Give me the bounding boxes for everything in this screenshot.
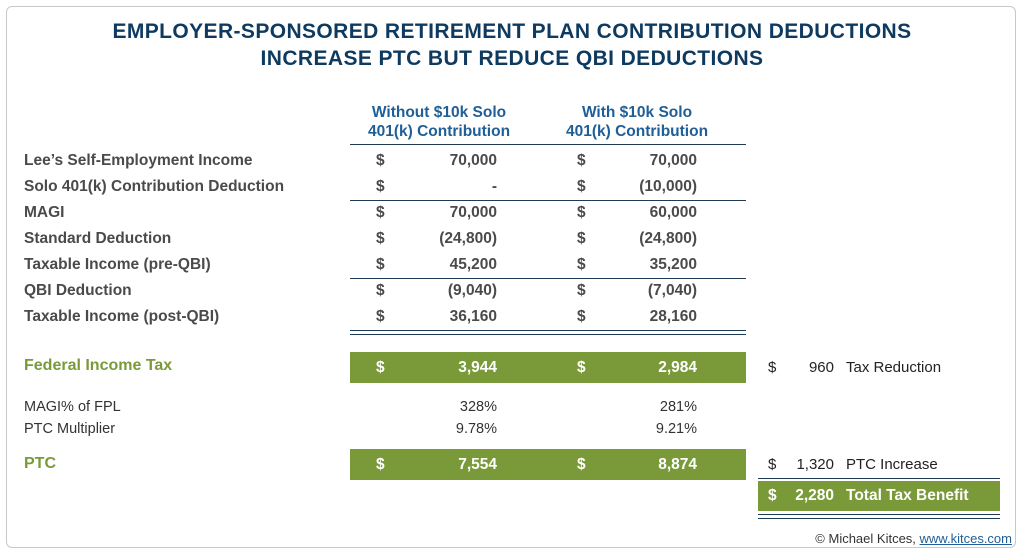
currency-sign: $ — [376, 152, 385, 169]
currency-sign: $ — [376, 456, 385, 473]
currency-sign: $ — [376, 359, 385, 376]
ptc-multiplier-without: 9.78% — [455, 421, 497, 437]
value-without-solo401k: - — [491, 178, 497, 195]
currency-sign: $ — [577, 178, 586, 195]
tax-reduction-amount: 960 — [808, 359, 834, 376]
row-label-se-income: Lee’s Self-Employment Income — [24, 152, 253, 169]
ptc-bar: $ 7,554 $ 8,874 — [350, 449, 746, 480]
total-currency: $ — [768, 487, 777, 504]
federal-tax-bar: $ 3,944 $ 2,984 — [350, 352, 746, 383]
ptc-label: PTC — [24, 455, 56, 472]
total-amount: 2,280 — [795, 487, 834, 504]
credit-text: © Michael Kitces, — [815, 531, 920, 546]
currency-sign: $ — [376, 308, 385, 325]
double-underline-bottom — [350, 334, 746, 335]
value-with-taxable-post-qbi: 28,160 — [649, 308, 697, 325]
magi-fpl-with: 281% — [659, 399, 697, 415]
federal-tax-without: 3,944 — [458, 359, 497, 376]
row-label-qbi-deduction: QBI Deduction — [24, 282, 132, 299]
ptc-with: 8,874 — [658, 456, 697, 473]
value-without-taxable-post-qbi: 36,160 — [449, 308, 497, 325]
ptc-increase-currency: $ — [768, 456, 777, 473]
value-without-se-income: 70,000 — [449, 152, 497, 169]
value-with-taxable-pre-qbi: 35,200 — [649, 256, 697, 273]
value-with-se-income: 70,000 — [649, 152, 697, 169]
ptc-multiplier-with: 9.21% — [655, 421, 697, 437]
total-tax-benefit-bar: $ 2,280 Total Tax Benefit — [758, 481, 1000, 511]
currency-sign: $ — [376, 204, 385, 221]
currency-sign: $ — [577, 256, 586, 273]
currency-sign: $ — [577, 152, 586, 169]
ptc-multiplier-label: PTC Multiplier — [24, 421, 116, 437]
magi-fpl-without: 328% — [459, 399, 497, 415]
column-header-with-line2: 401(k) Contribution — [565, 123, 709, 140]
currency-sign: $ — [376, 256, 385, 273]
title-line-1: EMPLOYER-SPONSORED RETIREMENT PLAN CONTR… — [112, 20, 912, 43]
header-underline — [350, 144, 746, 145]
row-label-solo401k: Solo 401(k) Contribution Deduction — [24, 178, 285, 195]
row-label-taxable-post-qbi: Taxable Income (post-QBI) — [24, 308, 220, 325]
value-without-magi: 70,000 — [449, 204, 497, 221]
column-header-with-line1: With $10k Solo — [581, 104, 693, 121]
tax-reduction-label: Tax Reduction — [846, 359, 942, 376]
column-header-with: With $10k Solo 401(k) Contribution — [537, 103, 737, 141]
column-header-without-line2: 401(k) Contribution — [367, 123, 511, 140]
currency-sign: $ — [577, 359, 586, 376]
magi-fpl-label: MAGI% of FPL — [24, 399, 121, 415]
total-label: Total Tax Benefit — [846, 487, 969, 504]
value-with-magi: 60,000 — [649, 204, 697, 221]
total-double-underline-top — [758, 514, 1000, 515]
ptc-increase-label: PTC Increase — [846, 456, 938, 473]
row-label-standard-deduction: Standard Deduction — [24, 230, 172, 247]
ptc-increase-amount: 1,320 — [796, 456, 834, 473]
total-overline — [758, 478, 1000, 479]
currency-sign: $ — [577, 456, 586, 473]
value-without-qbi-deduction: (9,040) — [447, 282, 497, 299]
row-label-magi: MAGI — [24, 204, 65, 221]
value-with-solo401k: (10,000) — [639, 178, 697, 195]
currency-sign: $ — [577, 204, 586, 221]
currency-sign: $ — [376, 230, 385, 247]
tax-reduction-currency: $ — [768, 359, 777, 376]
ptc-without: 7,554 — [458, 456, 497, 473]
subtotal-line-magi — [350, 200, 746, 201]
column-header-without-line1: Without $10k Solo — [371, 104, 507, 121]
row-label-taxable-pre-qbi: Taxable Income (pre-QBI) — [24, 256, 211, 273]
value-with-standard-deduction: (24,800) — [639, 230, 697, 247]
column-header-without: Without $10k Solo 401(k) Contribution — [339, 103, 539, 141]
federal-tax-label: Federal Income Tax — [24, 357, 173, 374]
currency-sign: $ — [577, 230, 586, 247]
subtotal-line-qbi — [350, 278, 746, 279]
total-double-underline-bottom — [758, 518, 1000, 519]
title-line-2: INCREASE PTC BUT REDUCE QBI DEDUCTIONS — [260, 47, 764, 70]
double-underline-top — [350, 330, 746, 331]
federal-tax-with: 2,984 — [658, 359, 697, 376]
currency-sign: $ — [376, 178, 385, 195]
credit-line: © Michael Kitces, www.kitces.com — [815, 531, 1012, 546]
value-without-standard-deduction: (24,800) — [439, 230, 497, 247]
currency-sign: $ — [376, 282, 385, 299]
value-without-taxable-pre-qbi: 45,200 — [449, 256, 497, 273]
kitces-link[interactable]: www.kitces.com — [919, 531, 1012, 546]
currency-sign: $ — [577, 282, 586, 299]
value-with-qbi-deduction: (7,040) — [647, 282, 697, 299]
currency-sign: $ — [577, 308, 586, 325]
